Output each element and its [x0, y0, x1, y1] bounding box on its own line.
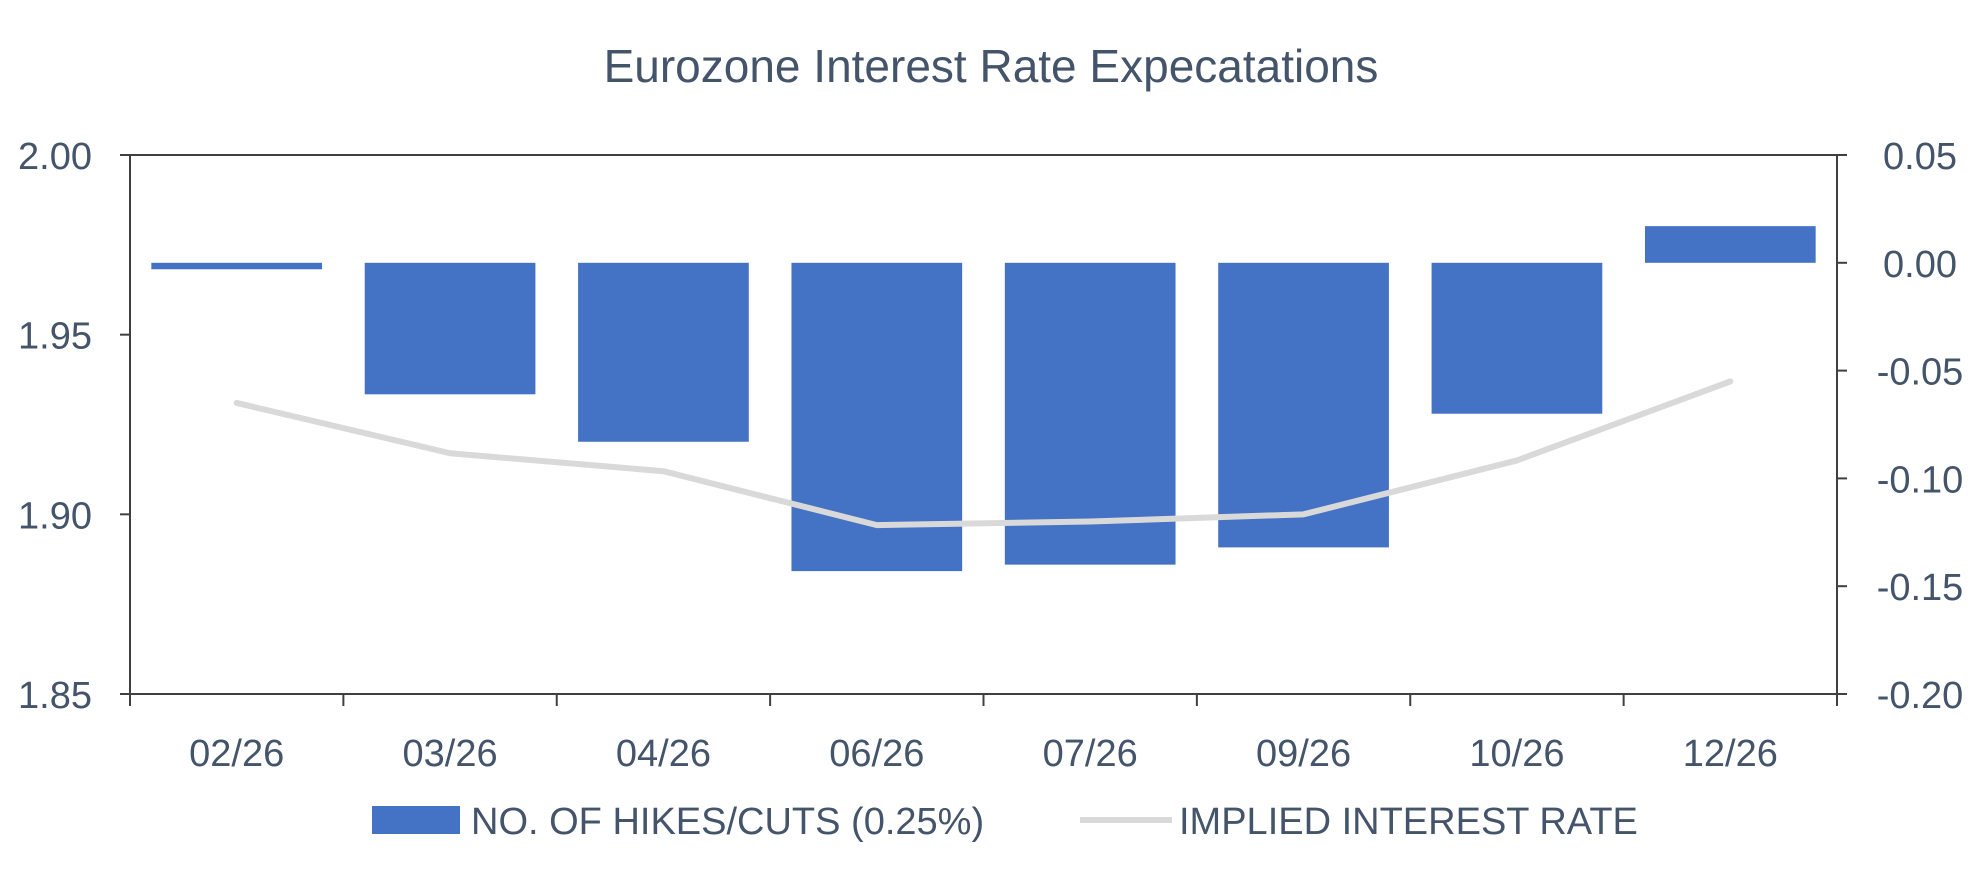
x-tick-label: 09/26	[1256, 733, 1351, 775]
x-tick-label: 04/26	[616, 733, 711, 775]
legend-label-bars: NO. OF HIKES/CUTS (0.25%)	[471, 801, 984, 843]
left-tick-label: 2.00	[18, 136, 92, 178]
bar-03-26	[365, 263, 536, 395]
right-tick-label: -0.20	[1877, 675, 1964, 717]
right-tick-label: -0.15	[1877, 567, 1964, 609]
x-tick-label: 03/26	[403, 733, 498, 775]
legend-label-line: IMPLIED INTEREST RATE	[1179, 801, 1638, 843]
right-tick-label: 0.00	[1883, 244, 1957, 286]
bar-04-26	[578, 263, 749, 442]
bar-10-26	[1432, 263, 1603, 414]
legend: NO. OF HIKES/CUTS (0.25%) IMPLIED INTERE…	[372, 801, 1638, 843]
legend-swatch-bars	[372, 806, 460, 834]
right-tick-label: -0.10	[1877, 459, 1964, 501]
left-tick-label: 1.90	[18, 495, 92, 537]
x-tick-label: 12/26	[1683, 733, 1778, 775]
bars-layer	[151, 226, 1815, 571]
left-tick-label: 1.85	[18, 675, 92, 717]
plot-frame	[130, 155, 1837, 694]
left-tick-label: 1.95	[18, 316, 92, 358]
right-tick-label: -0.05	[1877, 352, 1964, 394]
bar-12-26	[1645, 226, 1816, 263]
x-tick-label: 07/26	[1043, 733, 1138, 775]
x-tick-label: 02/26	[189, 733, 284, 775]
right-tick-label: 0.05	[1883, 136, 1957, 178]
x-tick-label: 06/26	[829, 733, 924, 775]
bar-09-26	[1218, 263, 1389, 548]
x-tick-label: 10/26	[1469, 733, 1564, 775]
bar-02-26	[151, 263, 322, 269]
chart-title: Eurozone Interest Rate Expecatations	[604, 40, 1379, 92]
